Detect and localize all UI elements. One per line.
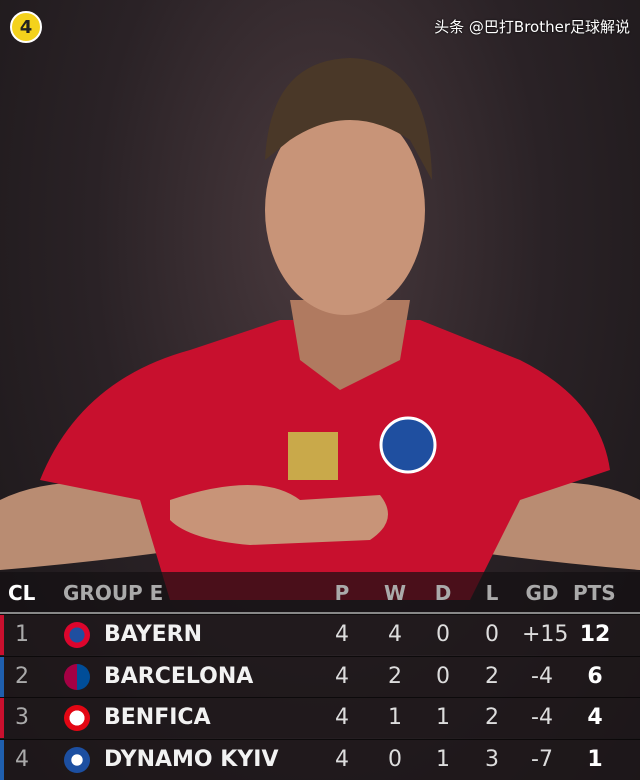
header-won: W <box>383 581 407 605</box>
won: 2 <box>388 663 402 689</box>
won: 0 <box>388 746 402 772</box>
team-name: BENFICA <box>104 705 211 730</box>
watermark: 头条 @巴打Brother足球解说 <box>434 18 630 36</box>
header-rank: CL <box>8 581 36 605</box>
lost: 0 <box>485 622 499 647</box>
team-name: BAYERN <box>104 622 203 647</box>
played: 4 <box>335 663 349 689</box>
played: 4 <box>335 622 349 647</box>
lost: 3 <box>485 746 499 772</box>
lost: 2 <box>485 705 499 730</box>
played: 4 <box>335 705 349 730</box>
drawn: 0 <box>436 663 450 689</box>
table-row: 3 BENFICA 4 1 1 2 -4 4 <box>0 697 640 738</box>
row-stripe <box>0 615 4 655</box>
goal-difference: -4 <box>531 705 553 730</box>
bayern-crest-icon <box>64 622 90 648</box>
dynamo-kyiv-crest-icon <box>64 746 90 773</box>
rank: 1 <box>15 622 29 647</box>
header-lost: L <box>485 581 499 605</box>
header-group: GROUP E <box>63 581 164 605</box>
drawn: 1 <box>436 705 450 730</box>
won: 1 <box>388 705 402 730</box>
team-name: BARCELONA <box>104 663 254 689</box>
played: 4 <box>335 746 349 772</box>
table-row: 1 BAYERN 4 4 0 0 +15 12 <box>0 614 640 655</box>
table-row: 4 DYNAMO KYIV 4 0 1 3 -7 1 <box>0 738 640 780</box>
points: 12 <box>579 622 611 647</box>
standings-table: CL GROUP E P W D L GD PTS 1 BAYERN 4 4 0 0 +15… <box>0 572 640 780</box>
points: 1 <box>587 746 603 772</box>
row-stripe <box>0 656 4 697</box>
table-row: 2 BARCELONA 4 2 0 2 -4 6 <box>0 655 640 697</box>
barcelona-crest-icon <box>64 663 90 690</box>
header-pts: PTS <box>573 581 616 605</box>
header-gd: GD <box>525 581 559 605</box>
header-drawn: D <box>434 581 452 605</box>
header-played: P <box>334 581 350 605</box>
drawn: 0 <box>436 622 450 647</box>
benfica-crest-icon <box>64 705 90 731</box>
won: 4 <box>388 622 402 647</box>
table-header: CL GROUP E P W D L GD PTS <box>0 572 640 614</box>
points: 6 <box>587 663 603 689</box>
points: 4 <box>587 705 603 730</box>
goal-difference: -4 <box>531 663 553 689</box>
team-name: DYNAMO KYIV <box>104 746 279 772</box>
goal-difference: -7 <box>531 746 553 772</box>
row-stripe <box>0 698 4 738</box>
row-stripe <box>0 739 4 780</box>
drawn: 1 <box>436 746 450 772</box>
rank: 4 <box>15 746 29 772</box>
goal-difference: +15 <box>522 622 569 647</box>
rank: 2 <box>15 663 29 689</box>
page-number-badge: 4 <box>10 11 42 43</box>
lost: 2 <box>485 663 499 689</box>
rank: 3 <box>15 705 29 730</box>
